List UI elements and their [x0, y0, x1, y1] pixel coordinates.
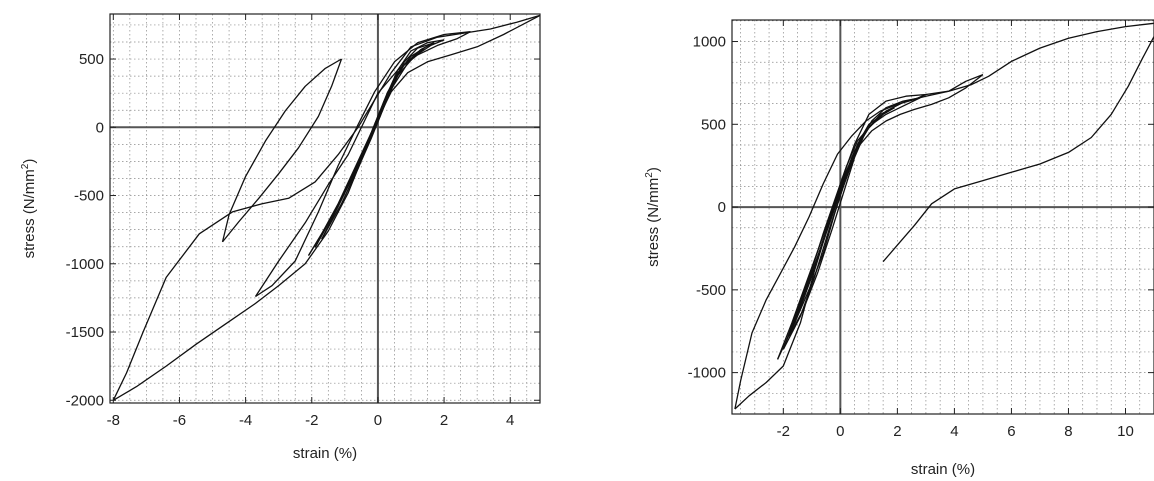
y-tick-label: -1000 — [688, 365, 726, 382]
hysteresis-curve-6 — [782, 97, 921, 350]
plot-frame — [731, 19, 1154, 415]
ticks: -2 0 2 4 6 8 10 -1000 -500 0 500 1000 — [688, 20, 1154, 440]
y-tick-label: -500 — [74, 188, 104, 205]
y-tick-label: 500 — [701, 116, 726, 133]
x-axis-title: strain (%) — [911, 461, 975, 478]
curves — [112, 14, 541, 401]
hysteresis-curve-7 — [788, 107, 895, 337]
hysteresis-curve-8 — [788, 107, 895, 337]
hysteresis-curve-4 — [255, 31, 471, 298]
y-axis-title-sup: 2 — [644, 172, 655, 178]
y-axis-title: stress (N/mm2) — [644, 167, 662, 267]
hysteresis-curve-2 — [734, 93, 927, 410]
y-tick-label: -1000 — [66, 256, 104, 273]
x-tick-label: 10 — [1117, 423, 1134, 440]
hysteresis-curve-1 — [734, 22, 1154, 410]
hysteresis-curve-1 — [112, 14, 541, 401]
x-tick-label: 4 — [950, 423, 958, 440]
hysteresis-curve-5 — [221, 58, 343, 243]
hysteresis-curve-3 — [776, 74, 984, 360]
y-axis-title-main: stress (N/mm — [21, 169, 38, 258]
x-tick-label: -4 — [239, 412, 252, 429]
hysteresis-curve-5 — [782, 97, 921, 350]
y-tick-label: 1000 — [693, 34, 726, 51]
x-tick-label: -2 — [305, 412, 318, 429]
x-tick-label: 6 — [1007, 423, 1015, 440]
curves — [734, 22, 1154, 410]
y-axis-title: stress (N/mm2) — [20, 159, 38, 259]
y-tick-label: 0 — [96, 119, 104, 136]
y-tick-label: 0 — [718, 199, 726, 216]
y-axis-title-sup: 2 — [20, 163, 31, 169]
x-tick-label: -8 — [107, 412, 120, 429]
right-chart: -2 0 2 4 6 8 10 -1000 -500 0 500 1000 strain (%) stre… — [644, 19, 1154, 478]
x-tick-label: 8 — [1064, 423, 1072, 440]
grid — [110, 14, 540, 403]
y-tick-label: -2000 — [66, 392, 104, 409]
left-chart: -8 -6 -4 -2 0 2 4 -2000 -1500 -1000 -500 0 500 strain… — [20, 13, 541, 462]
y-axis-title-main: stress (N/mm — [645, 178, 662, 267]
hysteresis-curve-6 — [221, 58, 342, 243]
hysteresis-curve-10 — [314, 42, 435, 248]
y-tick-label: -1500 — [66, 324, 104, 341]
y-axis-title-end: ) — [21, 159, 38, 164]
x-tick-label: 2 — [893, 423, 901, 440]
hysteresis-curve-9 — [794, 113, 884, 324]
x-tick-label: 0 — [374, 412, 382, 429]
x-tick-label: -6 — [173, 412, 186, 429]
grid — [732, 20, 1154, 415]
x-axis-title: strain (%) — [293, 445, 357, 462]
x-tick-label: 2 — [440, 412, 448, 429]
plot-frame — [109, 13, 541, 404]
x-tick-label: -2 — [777, 423, 790, 440]
hysteresis-curve-11 — [882, 36, 1154, 263]
x-tick-label: 0 — [836, 423, 844, 440]
ticks: -8 -6 -4 -2 0 2 4 -2000 -1500 -1000 -500 0 500 — [66, 14, 540, 429]
y-axis-title-end: ) — [645, 167, 662, 172]
x-tick-label: 4 — [506, 412, 514, 429]
y-tick-label: 500 — [79, 51, 104, 68]
hysteresis-curve-12 — [321, 47, 425, 240]
hysteresis-curve-2 — [112, 14, 541, 401]
hysteresis-curve-3 — [254, 31, 471, 297]
hysteresis-curve-10 — [794, 113, 884, 324]
y-tick-label: -500 — [696, 282, 726, 299]
